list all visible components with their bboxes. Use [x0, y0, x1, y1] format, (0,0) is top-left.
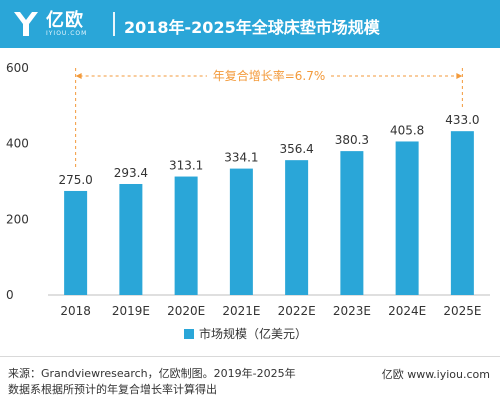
bar: [450, 131, 474, 295]
chart-title: 2018年-2025年全球床垫市场规模: [124, 18, 380, 37]
x-tick-label: 2018: [60, 304, 91, 318]
data-label: 380.3: [335, 133, 369, 147]
x-tick-label: 2019E: [112, 304, 150, 318]
bar: [395, 141, 419, 295]
x-tick-label: 2021E: [222, 304, 260, 318]
legend-swatch: [184, 329, 194, 339]
source-note: 来源：Grandviewresearch，亿欧制图。2019年-2025年 数据…: [8, 366, 368, 398]
iyiou-logo-icon: [14, 12, 38, 36]
annotation-right-arrow-icon: [456, 73, 463, 79]
bar: [285, 160, 309, 295]
x-tick-label: 2025E: [443, 304, 481, 318]
y-tick-label: 200: [6, 212, 29, 226]
y-tick-label: 400: [6, 137, 29, 151]
bar-chart: 0 200 400 600 275.0 2018 293.4 2019E 313.1 2020E 3…: [6, 61, 490, 341]
data-label: 313.1: [169, 159, 203, 173]
data-label: 433.0: [445, 113, 479, 127]
x-tick-label: 2020E: [167, 304, 205, 318]
x-tick-label: 2022E: [278, 304, 316, 318]
source-line-2: 数据系根据所预计的年复合增长率计算得出: [8, 383, 217, 396]
bar: [340, 151, 364, 295]
annotation-left-arrow-icon: [75, 73, 82, 79]
y-tick-label: 0: [6, 288, 14, 302]
data-label: 356.4: [279, 142, 313, 156]
source-line-1: 来源：Grandviewresearch，亿欧制图。2019年-2025年: [8, 367, 296, 380]
x-tick-label: 2024E: [388, 304, 426, 318]
footer-brand: 亿欧 www.iyiou.com: [381, 368, 490, 381]
logo-subtext: IYIOU.COM: [46, 30, 88, 37]
bar: [229, 168, 253, 295]
header-divider: [113, 12, 115, 36]
bar: [174, 176, 198, 295]
cagr-annotation: 年复合增长率=6.7%: [213, 68, 326, 83]
data-label: 334.1: [224, 151, 258, 165]
footer-divider: [0, 356, 500, 357]
header-banner: 亿欧 IYIOU.COM 2018年-2025年全球床垫市场规模: [0, 0, 500, 48]
data-label: 275.0: [58, 173, 92, 187]
bar: [119, 183, 143, 295]
logo-text: 亿欧: [46, 10, 84, 31]
data-label: 405.8: [390, 123, 424, 137]
x-tick-label: 2023E: [333, 304, 371, 318]
bar: [64, 190, 88, 295]
y-tick-label: 600: [6, 61, 29, 75]
legend-label: 市场规模（亿美元）: [199, 326, 307, 341]
data-label: 293.4: [114, 166, 148, 180]
